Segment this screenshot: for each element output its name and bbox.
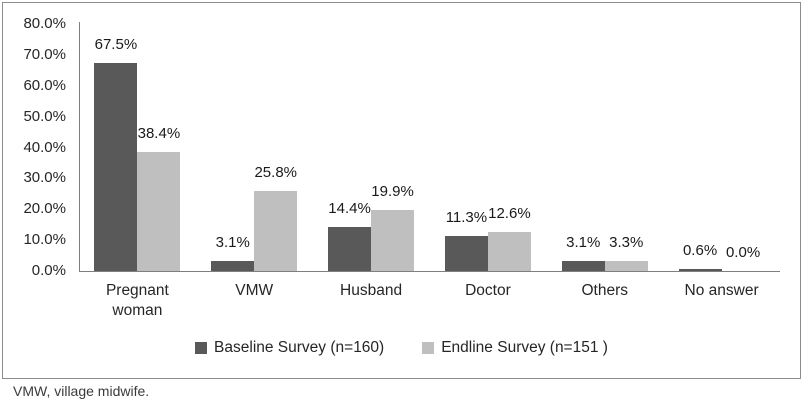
y-tick-label: 0.0% xyxy=(31,262,66,279)
footnote: VMW, village midwife. xyxy=(13,383,150,399)
legend-item: Baseline Survey (n=160) xyxy=(195,339,384,357)
value-label: 3.1% xyxy=(215,234,250,251)
value-label: 11.3% xyxy=(445,209,488,226)
value-label: 12.6% xyxy=(488,205,531,222)
legend-label: Endline Survey (n=151 ) xyxy=(441,339,608,356)
category-label: Doctor xyxy=(465,282,511,299)
bar xyxy=(254,191,298,271)
value-label: 19.9% xyxy=(371,183,414,200)
category-label: Pregnant woman xyxy=(105,282,169,319)
category-label: Husband xyxy=(340,282,403,299)
y-tick-label: 40.0% xyxy=(23,138,66,156)
bar xyxy=(94,63,138,271)
value-label: 38.4% xyxy=(137,125,181,142)
category-label: No answer xyxy=(684,282,759,299)
bar xyxy=(604,261,648,271)
category-label: VMW xyxy=(235,282,274,299)
bar xyxy=(487,232,531,271)
y-tick-label: 60.0% xyxy=(23,76,66,94)
value-label: 0.0% xyxy=(725,244,761,261)
bar xyxy=(678,269,722,271)
value-label: 3.3% xyxy=(609,234,644,251)
value-label: 14.4% xyxy=(328,200,371,217)
bar xyxy=(371,210,415,271)
bar xyxy=(328,227,372,271)
y-tick-label: 80.0% xyxy=(23,15,66,32)
bar xyxy=(444,236,488,271)
value-label: 67.5% xyxy=(94,36,138,53)
legend: Baseline Survey (n=160) Endline Survey (n… xyxy=(3,339,800,357)
legend-swatch-icon xyxy=(195,342,208,354)
category-label: Others xyxy=(581,282,628,299)
bar xyxy=(561,261,605,271)
legend-label: Baseline Survey (n=160) xyxy=(214,339,385,356)
bar xyxy=(137,152,181,271)
y-tick-label: 70.0% xyxy=(23,45,66,63)
value-label: 25.8% xyxy=(254,164,298,181)
y-tick-label: 20.0% xyxy=(23,200,66,218)
y-axis-line xyxy=(79,22,80,272)
bar xyxy=(211,261,255,271)
value-label: 0.6% xyxy=(682,242,718,259)
legend-item: Endline Survey (n=151 ) xyxy=(422,339,608,357)
y-tick-label: 30.0% xyxy=(23,169,66,187)
y-tick-label: 50.0% xyxy=(23,107,66,125)
x-axis-line xyxy=(79,271,780,272)
y-tick-label: 10.0% xyxy=(23,231,66,249)
legend-swatch-icon xyxy=(422,342,435,354)
value-label: 3.1% xyxy=(566,234,601,251)
